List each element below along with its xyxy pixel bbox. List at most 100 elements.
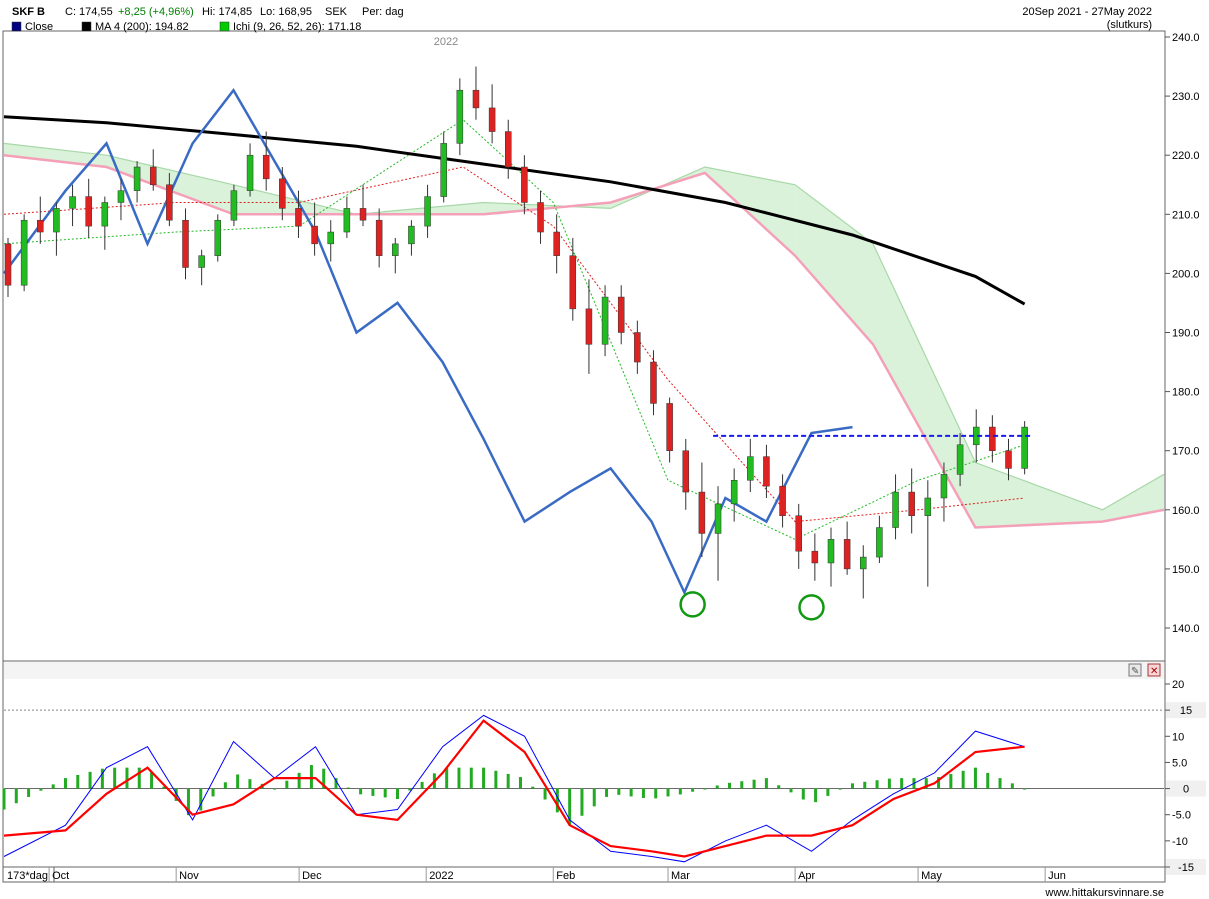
y-tick-label: 230.0 [1172, 91, 1200, 103]
lower-panel-title-strip [4, 662, 1164, 679]
divergence-bar [838, 788, 842, 790]
candle-body [488, 107, 496, 132]
candle-body [149, 166, 157, 186]
divergence-bar [814, 788, 818, 803]
ichimoku-cloud-segment [4, 143, 107, 168]
divergence-bar [39, 788, 43, 791]
candle-body [295, 208, 302, 227]
candle-body [553, 231, 560, 256]
candle-body [617, 296, 625, 333]
divergence-bar [371, 788, 375, 796]
lower-y-tick-label: 15 [1180, 705, 1192, 717]
candle-body [214, 219, 222, 256]
divergence-bar [63, 778, 67, 789]
senkou-b-line [3, 153, 1165, 529]
divergence-bar [88, 771, 92, 789]
candle-body [4, 243, 12, 286]
highlight-tick-box [1166, 702, 1206, 719]
divergence-bar [937, 777, 941, 789]
symbol-label: SKF B [12, 6, 45, 18]
ichimoku-cloud-segment [975, 462, 1103, 528]
divergence-bar [137, 767, 141, 789]
date-range: 20Sep 2021 - 27May 2022 [1022, 6, 1152, 18]
legend-label: Ichi (9, 26, 52, 26): 171.18 [233, 21, 361, 33]
candle-body [456, 89, 464, 144]
ema-line [3, 719, 1025, 858]
candle-body [892, 491, 899, 528]
candle-body [53, 208, 60, 233]
month-label: Oct [52, 870, 69, 882]
candle-body [714, 503, 722, 534]
month-label: Feb [556, 870, 575, 882]
candle-body [940, 474, 948, 499]
divergence-bar [752, 779, 756, 789]
y-tick-label: 200.0 [1172, 268, 1200, 280]
y-tick-label: 140.0 [1172, 623, 1200, 635]
tools-icon[interactable] [1128, 663, 1142, 677]
annotation-circle [679, 591, 706, 618]
candle-body [779, 485, 786, 516]
candle-body [650, 361, 657, 404]
divergence-bar [764, 778, 768, 789]
divergence-bar [150, 772, 154, 789]
divergence-bar [629, 788, 633, 797]
y-tick-label: 170.0 [1172, 446, 1200, 458]
divergence-bar [2, 788, 6, 810]
month-label: May [921, 870, 942, 882]
candle-body [876, 527, 883, 558]
divergence-bar [678, 788, 682, 795]
divergence-bar [162, 786, 166, 789]
divergence-bar [961, 770, 965, 789]
divergence-bar [51, 784, 55, 789]
time-axis-strip [2, 866, 1166, 883]
divergence-bar [1023, 788, 1027, 790]
candle-body [279, 178, 286, 209]
divergence-bar [998, 778, 1002, 789]
legend-swatch [11, 21, 22, 32]
divergence-bar [568, 788, 572, 826]
candle-body [198, 255, 205, 268]
divergence-bar [457, 767, 461, 789]
candle-body [424, 196, 431, 227]
divergence-bar [703, 788, 707, 790]
divergence-bar [863, 781, 867, 789]
divergence-bar [113, 767, 117, 789]
candle-body [585, 308, 593, 345]
divergence-bar [27, 788, 31, 797]
divergence-bar [322, 768, 326, 789]
candle-body [359, 208, 367, 221]
lower-panel-frame [2, 660, 1166, 868]
candle-body [634, 332, 641, 363]
candle-body [956, 444, 964, 475]
divergence-bar [801, 788, 805, 800]
candle-body [504, 131, 512, 168]
divergence-bar [986, 772, 990, 789]
divergence-bar [654, 788, 658, 799]
divergence-bar [518, 777, 522, 789]
candle-body [795, 515, 802, 552]
candle-body [730, 480, 738, 505]
candle-body [521, 166, 528, 203]
divergence-bar [211, 788, 215, 797]
divergence-bar [617, 788, 621, 795]
close-icon-glyph: ✕ [1150, 666, 1158, 677]
close-icon[interactable] [1147, 663, 1161, 677]
divergence-bar [14, 788, 18, 804]
tools-icon-glyph: ✎ [1131, 666, 1139, 677]
divergence-bar [494, 770, 498, 789]
lower-y-tick-label: 20 [1172, 679, 1184, 691]
divergence-bar [383, 788, 387, 798]
divergence-bar [174, 788, 178, 801]
month-label: Apr [798, 870, 815, 882]
divergence-bar [223, 782, 227, 789]
divergence-bar [359, 788, 363, 795]
divergence-bar [236, 774, 240, 789]
divergence-bar [740, 781, 744, 789]
candle-body [537, 202, 544, 233]
candle-body [440, 143, 447, 197]
divergence-bar [555, 788, 559, 813]
divergence-bar [605, 788, 609, 797]
candle-body [262, 154, 270, 180]
divergence-bar [445, 767, 449, 789]
divergence-bar [666, 788, 670, 797]
